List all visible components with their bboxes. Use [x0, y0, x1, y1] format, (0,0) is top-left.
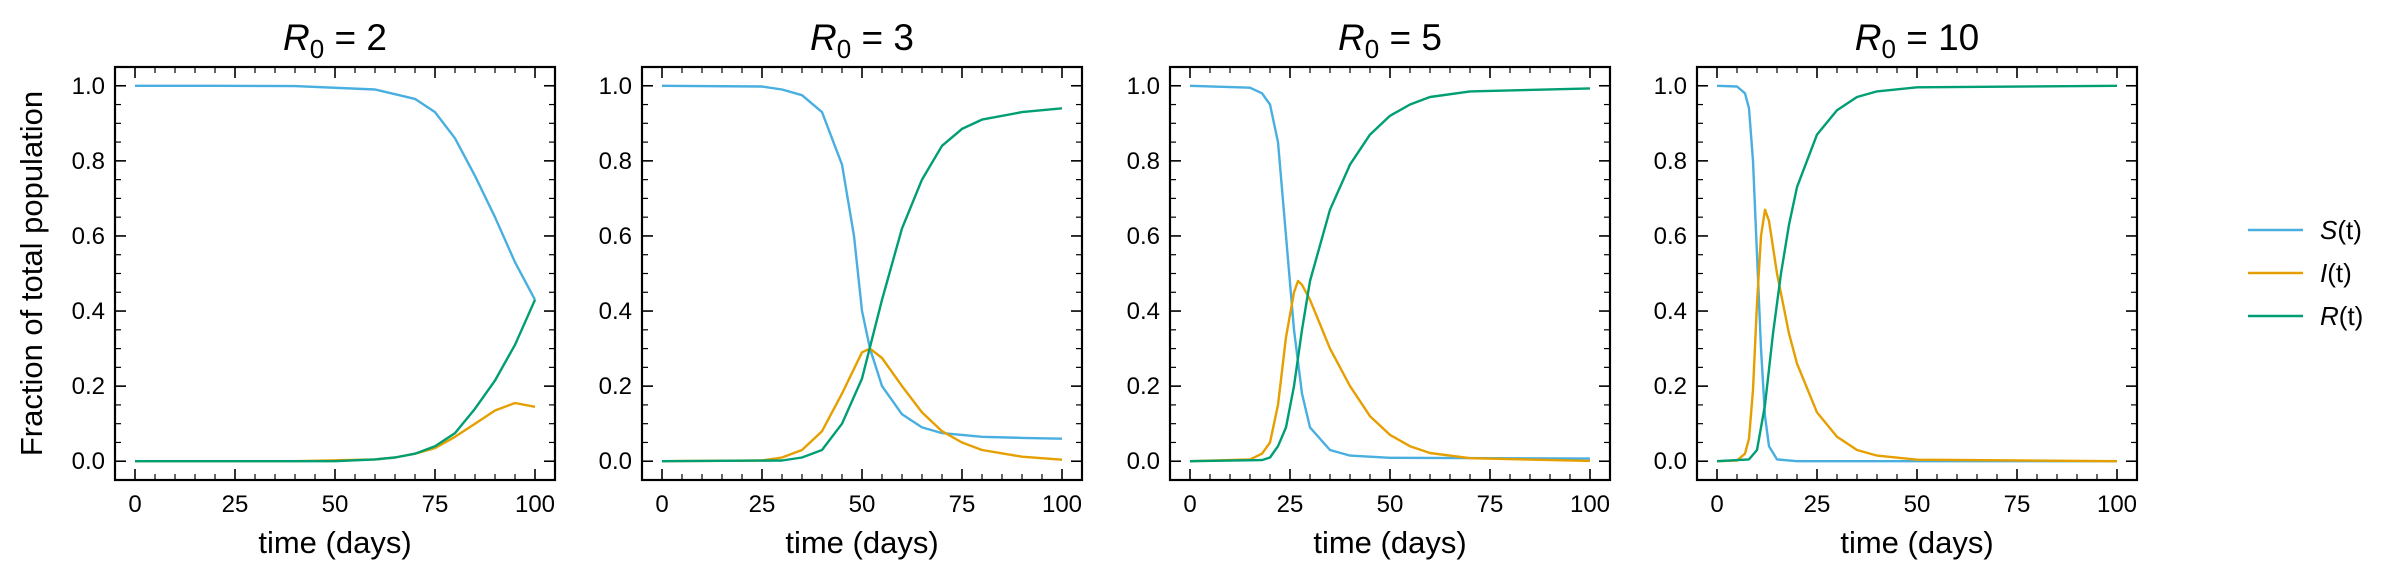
y-tick-label: 1.0 — [1127, 73, 1160, 100]
y-tick-label: 0.0 — [599, 448, 632, 475]
x-tick-label: 100 — [515, 491, 555, 518]
y-tick-label: 0.2 — [72, 373, 105, 400]
x-tick-label: 100 — [1042, 491, 1082, 518]
subplot-title: R0 = 10 — [1855, 17, 1980, 64]
y-tick-label: 0.2 — [1654, 373, 1687, 400]
x-tick-label: 25 — [1804, 491, 1831, 518]
y-tick-label: 0.8 — [599, 148, 632, 175]
x-tick-label: 75 — [1477, 491, 1504, 518]
legend-label: S(t) — [2320, 215, 2362, 245]
y-tick-label: 0.0 — [72, 448, 105, 475]
y-tick-label: 0.4 — [1654, 298, 1687, 325]
x-tick-label: 100 — [2097, 491, 2137, 518]
y-tick-label: 0.6 — [1654, 223, 1687, 250]
y-tick-label: 0.8 — [72, 148, 105, 175]
subplot-title: R0 = 2 — [283, 17, 387, 64]
legend-label: R(t) — [2320, 301, 2363, 331]
x-axis-label: time (days) — [1840, 525, 1993, 560]
y-tick-label: 0.4 — [72, 298, 105, 325]
series-line-r — [661, 107, 1063, 463]
series-line-i — [135, 401, 536, 463]
y-axis-label: Fraction of total population — [14, 91, 49, 456]
x-tick-label: 0 — [655, 491, 668, 518]
series-line-i — [1189, 279, 1591, 463]
y-tick-label: 0.0 — [1127, 448, 1160, 475]
x-tick-label: 25 — [222, 491, 249, 518]
x-tick-label: 25 — [749, 491, 776, 518]
x-axis-label: time (days) — [1313, 525, 1466, 560]
x-tick-label: 0 — [128, 491, 141, 518]
subplot-title: R0 = 5 — [1338, 17, 1442, 64]
y-tick-label: 0.8 — [1654, 148, 1687, 175]
subplot-r0-5: R0 = 5 0 25 50 75 100 0.0 0.2 0.4 0.6 0.8 1.0 time (… — [1127, 17, 1612, 560]
x-tick-label: 75 — [422, 491, 449, 518]
series-line-r — [1716, 84, 2118, 463]
x-axis-label: time (days) — [785, 525, 938, 560]
y-tick-label: 0.2 — [599, 373, 632, 400]
series-line-r — [1189, 87, 1591, 463]
legend-item-s: S(t) — [2248, 215, 2362, 245]
subplot-r0-2: R0 = 2 0 25 50 75 100 0.0 0.2 0.4 0.6 0.8 1.0 time (… — [72, 17, 557, 560]
y-tick-label: 0.4 — [599, 298, 632, 325]
legend-item-i: I(t) — [2248, 258, 2352, 288]
subplots: R0 = 2 0 25 50 75 100 0.0 0.2 0.4 0.6 0.8 1.0 time (… — [72, 17, 2139, 560]
x-tick-label: 50 — [1904, 491, 1931, 518]
x-tick-label: 0 — [1710, 491, 1723, 518]
y-tick-label: 0.2 — [1127, 373, 1160, 400]
legend-label: I(t) — [2320, 258, 2352, 288]
legend-item-r: R(t) — [2248, 301, 2363, 331]
y-tick-label: 0.6 — [72, 223, 105, 250]
y-tick-label: 0.6 — [599, 223, 632, 250]
series-line-s — [1189, 84, 1591, 460]
series-line-i — [1716, 208, 2118, 463]
x-tick-label: 0 — [1183, 491, 1196, 518]
x-tick-label: 75 — [949, 491, 976, 518]
x-tick-label: 75 — [2004, 491, 2031, 518]
x-axis-label: time (days) — [258, 525, 411, 560]
y-tick-label: 1.0 — [1654, 73, 1687, 100]
y-tick-label: 0.6 — [1127, 223, 1160, 250]
subplot-r0-10: R0 = 10 0 25 50 75 100 0.0 0.2 0.4 0.6 0.8 1.0 time … — [1654, 17, 2139, 560]
series-line-i — [661, 347, 1063, 463]
axes-frame — [113, 65, 557, 482]
y-tick-label: 1.0 — [72, 73, 105, 100]
y-tick-label: 0.8 — [1127, 148, 1160, 175]
series-line-r — [135, 299, 537, 463]
x-tick-label: 50 — [1377, 491, 1404, 518]
x-tick-label: 50 — [849, 491, 876, 518]
x-tick-label: 100 — [1570, 491, 1610, 518]
subplot-r0-3: R0 = 3 0 25 50 75 100 0.0 0.2 0.4 0.6 0.8 1.0 time (… — [599, 17, 1084, 560]
y-tick-label: 0.0 — [1654, 448, 1687, 475]
subplot-title: R0 = 3 — [810, 17, 914, 64]
axes-frame — [640, 65, 1084, 482]
y-tick-label: 0.4 — [1127, 298, 1160, 325]
y-tick-label: 1.0 — [599, 73, 632, 100]
series-line-s — [1716, 84, 2117, 463]
x-tick-label: 50 — [322, 491, 349, 518]
series-line-s — [135, 84, 537, 301]
legend: S(t) I(t) R(t) — [2248, 215, 2363, 331]
series-line-s — [661, 84, 1063, 440]
axes-frame — [1168, 65, 1612, 482]
x-tick-label: 25 — [1277, 491, 1304, 518]
